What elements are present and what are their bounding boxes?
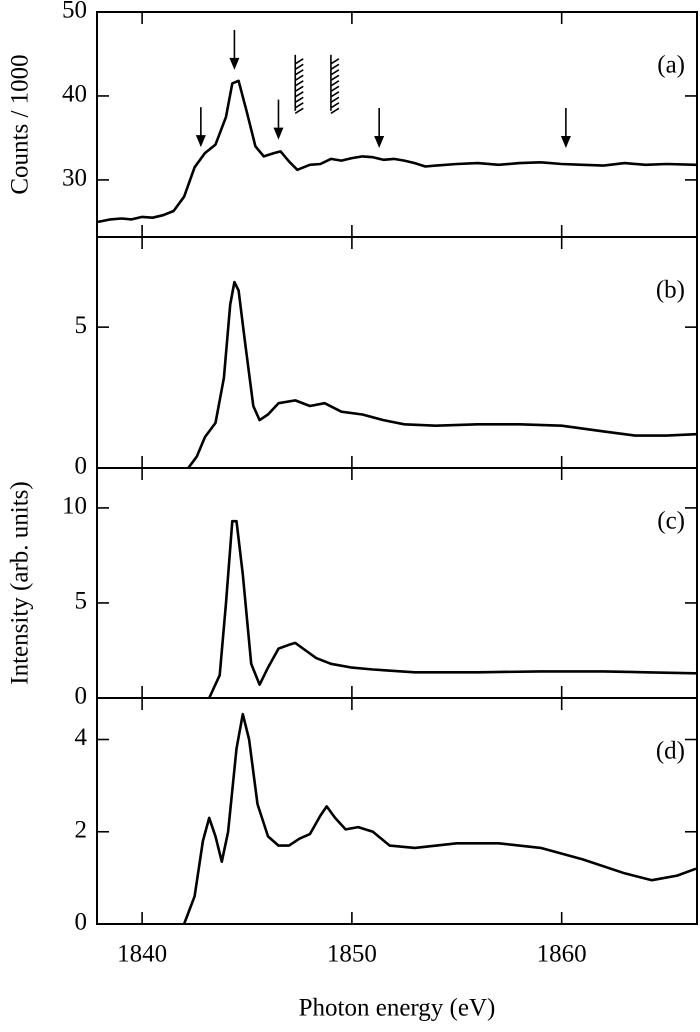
y-axis-label: Intensity (arb. units) — [7, 481, 34, 684]
spectrum-line — [182, 712, 697, 925]
hatch-stroke — [330, 91, 340, 98]
hatch-stroke — [330, 69, 340, 76]
hatch-stroke — [294, 96, 304, 103]
arrow-head — [195, 135, 206, 148]
hatch-stroke — [330, 80, 340, 87]
arrow-head — [560, 136, 571, 149]
hatch-stroke — [294, 74, 304, 81]
x-tick-label: 1840 — [117, 941, 167, 968]
y-tick-label: 50 — [62, 0, 87, 24]
y-tick-label: 0 — [75, 453, 88, 480]
x-tick-label: 1860 — [537, 941, 587, 968]
arrow-head — [229, 57, 240, 70]
x-tick-label: 1850 — [327, 941, 377, 968]
hatch-stroke — [294, 69, 304, 76]
panel-frame — [96, 697, 698, 925]
spectrum-line — [208, 519, 697, 699]
spectrum-line — [97, 79, 697, 224]
spectrum-line — [187, 280, 697, 469]
hatch-stroke — [294, 91, 304, 98]
y-axis-label: Counts / 1000 — [7, 54, 34, 194]
y-tick-label: 0 — [75, 683, 88, 710]
hatch-stroke — [330, 58, 340, 65]
y-tick-label: 4 — [75, 724, 88, 751]
panel-label: (c) — [657, 508, 685, 535]
hatch-stroke — [294, 102, 304, 109]
hatch-stroke — [330, 107, 340, 114]
arrow-head — [374, 136, 385, 149]
hatch-stroke — [330, 102, 340, 109]
y-tick-label: 40 — [62, 81, 87, 108]
x-axis-label: Photon energy (eV) — [299, 995, 496, 1022]
hatch-stroke — [330, 63, 340, 70]
hatch-stroke — [294, 80, 304, 87]
panel-frame — [96, 236, 698, 469]
arrow-head — [273, 127, 284, 140]
hatch-stroke — [294, 58, 304, 65]
panel-frame — [96, 467, 698, 699]
y-tick-label: 0 — [75, 909, 88, 936]
panel-label: (b) — [656, 277, 685, 304]
hatch-stroke — [330, 74, 340, 81]
panel-frame — [96, 11, 698, 238]
hatch-stroke — [330, 85, 340, 92]
y-tick-label: 30 — [62, 165, 87, 192]
hatch-stroke — [294, 85, 304, 92]
y-tick-label: 10 — [62, 493, 87, 520]
panel-label: (d) — [656, 738, 685, 765]
hatch-stroke — [294, 63, 304, 70]
y-tick-label: 2 — [75, 816, 88, 843]
y-tick-label: 5 — [75, 312, 88, 339]
hatch-stroke — [294, 107, 304, 114]
panel-label: (a) — [657, 52, 685, 79]
y-tick-label: 5 — [75, 588, 88, 615]
hatch-stroke — [330, 96, 340, 103]
